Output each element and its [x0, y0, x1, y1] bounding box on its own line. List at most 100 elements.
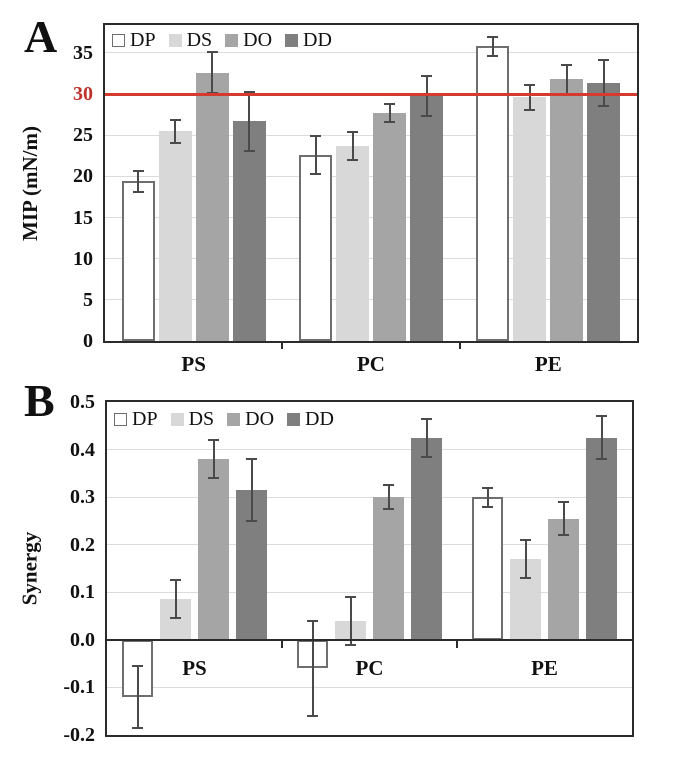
- error-bar-cap-bottom-DD-PS: [246, 519, 257, 522]
- error-bar-cap-top-DO-PC: [383, 484, 394, 487]
- panel-a-legend: DP DS DO DD: [112, 30, 345, 50]
- error-bar-cap-bottom-DS-PS: [170, 617, 181, 620]
- bar-DP-PS: [121, 181, 155, 341]
- error-bar-cap-bottom-DO-PS: [208, 477, 219, 480]
- y-tick-label-30: 30: [73, 83, 93, 106]
- legend-item-DO: DO: [225, 30, 272, 50]
- legend-item-DS: DS: [170, 409, 214, 429]
- gridline-y-10: [105, 258, 637, 260]
- error-bar-cap-top-DS-PS: [169, 118, 181, 121]
- y-tick-label-35: 35: [73, 41, 93, 64]
- y-tick-label-0.4: 0.4: [70, 438, 95, 461]
- panel-a-y-tick-labels: 0 5 10 15 20 25 30 35: [0, 25, 93, 352]
- bar-DO-PS: [195, 72, 229, 341]
- x-category-label-PS: PS: [182, 655, 207, 680]
- gridline-y-0.1: [107, 591, 632, 593]
- legend-swatch-DO: [225, 33, 239, 47]
- error-bar-DO-PE: [565, 64, 568, 95]
- error-bar-cap-top-DD-PE: [596, 415, 607, 418]
- legend-swatch-DO: [227, 412, 241, 426]
- gridline-y--0.1: [107, 686, 632, 688]
- y-tick-label-25: 25: [73, 124, 93, 147]
- error-bar-DS-PS: [174, 119, 177, 143]
- x-category-label-PE: PE: [531, 655, 558, 680]
- error-bar-cap-bottom-DS-PC: [347, 158, 358, 161]
- y-tick-label-0.0: 0.0: [70, 628, 95, 651]
- bar-DO-PC: [373, 497, 404, 640]
- error-bar-cap-bottom-DS-PC: [345, 643, 356, 646]
- error-bar-cap-bottom-DS-PE: [524, 108, 536, 111]
- legend-label-DD: DD: [303, 29, 332, 51]
- legend-swatch-DD: [285, 33, 299, 47]
- bar-DP-PC: [299, 155, 332, 341]
- legend-label-DD: DD: [305, 408, 334, 430]
- error-bar-DS-PE: [528, 85, 531, 110]
- error-bar-cap-top-DS-PE: [524, 84, 536, 87]
- legend-item-DD: DD: [287, 409, 334, 429]
- x-category-label-PC: PC: [356, 352, 385, 376]
- error-bar-cap-bottom-DO-PC: [383, 508, 394, 511]
- error-bar-cap-top-DS-PC: [347, 130, 358, 133]
- legend-swatch-DS: [170, 412, 184, 426]
- error-bar-cap-bottom-DD-PS: [243, 149, 255, 152]
- bar-DD-PE: [586, 437, 617, 640]
- y-tick-label-5: 5: [83, 288, 93, 311]
- error-bar-DD-PS: [248, 91, 251, 151]
- error-bar-cap-bottom-DP-PC: [307, 714, 318, 717]
- y-tick-label-0.5: 0.5: [70, 391, 95, 413]
- error-bar-cap-bottom-DO-PC: [384, 121, 395, 124]
- error-bar-DS-PC: [349, 597, 352, 645]
- legend-label-DO: DO: [245, 408, 275, 430]
- bar-DS-PE: [513, 97, 547, 341]
- panel-a-letter: A: [24, 11, 58, 62]
- error-bar-DP-PE: [491, 36, 494, 57]
- bar-DO-PE: [550, 79, 584, 341]
- error-bar-cap-top-DO-PE: [561, 63, 573, 66]
- error-bar-cap-top-DO-PS: [206, 51, 218, 54]
- error-bar-cap-top-DD-PS: [246, 458, 257, 461]
- y-tick-label-0.3: 0.3: [70, 486, 95, 509]
- panel-b-y-tick-labels: 0.5 0.4 0.3 0.2 0.1 0.0 -0.1 -0.2: [0, 391, 95, 746]
- error-bar-DP-PC: [314, 136, 317, 174]
- gridline-y-0.3: [107, 496, 632, 498]
- error-bar-DS-PS: [174, 580, 177, 619]
- category-axis-tick: [458, 341, 461, 349]
- error-bar-DP-PS: [136, 666, 139, 728]
- legend-label-DS: DS: [186, 29, 213, 51]
- error-bar-DO-PE: [562, 501, 565, 536]
- error-bar-cap-bottom-DP-PS: [132, 191, 144, 194]
- error-bar-cap-bottom-DD-PE: [596, 458, 607, 461]
- gridline-y-5: [105, 299, 637, 301]
- error-bar-cap-top-DO-PC: [384, 103, 395, 105]
- panel-a-plot-area: PS PC PE DP DS DO DD: [103, 23, 639, 376]
- error-bar-cap-top-DS-PS: [170, 579, 181, 582]
- gridline-y-25: [105, 134, 637, 136]
- error-bar-DP-PC: [311, 620, 314, 716]
- error-bar-DO-PC: [387, 485, 390, 510]
- error-bar-cap-top-DD-PS: [243, 90, 255, 93]
- error-bar-cap-bottom-DD-PC: [421, 114, 432, 117]
- bar-DD-PC: [410, 95, 443, 341]
- category-axis-tick: [281, 639, 283, 648]
- legend-label-DP: DP: [132, 408, 158, 430]
- bar-DS-PS: [158, 131, 192, 341]
- legend-label-DO: DO: [243, 29, 273, 51]
- legend-item-DP: DP: [114, 409, 158, 429]
- error-bar-cap-bottom-DD-PE: [598, 104, 610, 107]
- bar-DO-PS: [198, 459, 229, 640]
- error-bar-DD-PC: [425, 418, 428, 457]
- error-bar-DD-PE: [602, 59, 605, 106]
- x-category-label-PE: PE: [534, 352, 562, 376]
- legend-item-DD: DD: [285, 30, 332, 50]
- legend-item-DP: DP: [112, 30, 156, 50]
- error-bar-DO-PS: [211, 52, 214, 94]
- bar-DS-PC: [336, 145, 369, 341]
- y-tick-label--0.2: -0.2: [63, 724, 95, 746]
- bar-DP-PE: [472, 497, 503, 640]
- error-bar-DP-PE: [486, 487, 489, 507]
- error-bar-cap-top-DS-PC: [345, 596, 356, 599]
- y-tick-label-0.2: 0.2: [70, 533, 95, 556]
- error-bar-DS-PE: [524, 539, 527, 578]
